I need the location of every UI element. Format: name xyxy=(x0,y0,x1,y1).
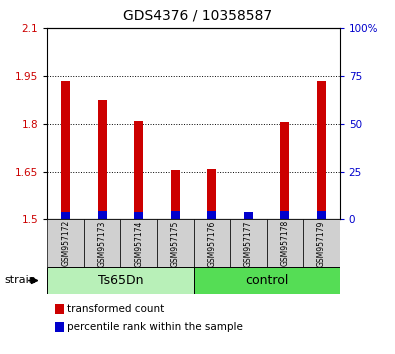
Bar xyxy=(134,212,143,219)
Bar xyxy=(47,219,84,267)
Text: GSM957179: GSM957179 xyxy=(317,220,326,267)
Bar xyxy=(194,267,340,294)
Bar xyxy=(267,219,303,267)
Bar xyxy=(61,212,70,219)
Text: transformed count: transformed count xyxy=(67,304,164,314)
Text: GSM957174: GSM957174 xyxy=(134,220,143,267)
Bar xyxy=(317,211,326,219)
Bar xyxy=(84,219,120,267)
Bar xyxy=(171,170,180,219)
Text: GSM957177: GSM957177 xyxy=(244,220,253,267)
Text: GSM957175: GSM957175 xyxy=(171,220,180,267)
Text: percentile rank within the sample: percentile rank within the sample xyxy=(67,322,243,332)
Text: GDS4376 / 10358587: GDS4376 / 10358587 xyxy=(123,9,272,23)
Bar xyxy=(207,211,216,219)
Bar xyxy=(171,211,180,219)
Text: GSM957178: GSM957178 xyxy=(280,220,290,267)
Bar xyxy=(280,122,290,219)
Text: Ts65Dn: Ts65Dn xyxy=(98,274,143,287)
Text: control: control xyxy=(245,274,288,287)
Bar xyxy=(61,81,70,219)
Bar xyxy=(134,121,143,219)
Bar xyxy=(47,267,194,294)
Bar xyxy=(207,169,216,219)
Bar xyxy=(120,219,157,267)
Bar xyxy=(157,219,194,267)
Bar xyxy=(194,219,230,267)
Bar xyxy=(303,219,340,267)
Text: GSM957173: GSM957173 xyxy=(98,220,107,267)
Text: strain: strain xyxy=(4,275,36,285)
Bar xyxy=(230,219,267,267)
Bar xyxy=(98,211,107,219)
Bar xyxy=(317,81,326,219)
Bar xyxy=(280,211,290,219)
Text: GSM957172: GSM957172 xyxy=(61,220,70,267)
Bar xyxy=(98,100,107,219)
Bar xyxy=(244,212,253,219)
Bar xyxy=(244,212,253,219)
Text: GSM957176: GSM957176 xyxy=(207,220,216,267)
